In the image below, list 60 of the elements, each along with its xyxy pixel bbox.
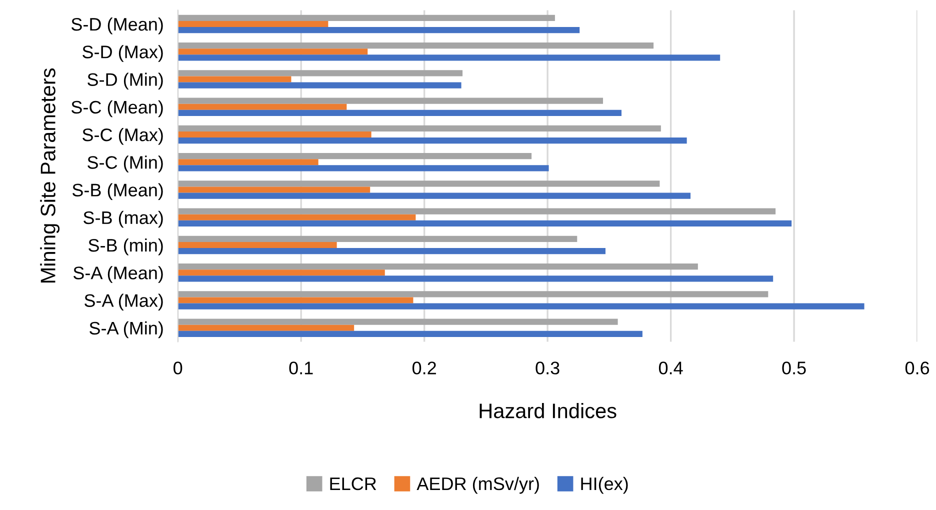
bar xyxy=(178,303,864,310)
bar xyxy=(178,98,604,104)
legend-label: HI(ex) xyxy=(581,476,628,494)
y-axis-title: Mining Site Parameters xyxy=(40,68,60,282)
x-tick-label: 0.6 xyxy=(905,362,930,374)
bar xyxy=(178,264,698,270)
y-tick-label: S-D (Mean) xyxy=(71,17,163,34)
bar xyxy=(178,192,691,199)
bar xyxy=(178,110,622,116)
y-tick-label: S-D (Max) xyxy=(82,45,163,62)
bar xyxy=(178,297,414,304)
bar xyxy=(178,248,606,254)
y-tick-label: S-D (Min) xyxy=(88,72,163,90)
bar xyxy=(178,76,292,82)
bar xyxy=(178,242,337,248)
x-tick-label: 0.5 xyxy=(782,362,806,374)
bar xyxy=(178,14,555,21)
y-tick-label: S-C (Mean) xyxy=(71,100,163,118)
bar xyxy=(178,104,347,110)
bar xyxy=(178,70,463,76)
bar xyxy=(178,291,768,298)
x-tick-label: 0 xyxy=(174,362,182,374)
y-tick-label: S-B (max) xyxy=(84,210,163,228)
bar xyxy=(178,153,532,160)
bar xyxy=(178,220,792,227)
bar xyxy=(178,138,687,144)
bar xyxy=(178,165,549,172)
bar xyxy=(178,82,462,88)
bar xyxy=(178,318,618,325)
bar xyxy=(178,276,774,282)
x-tick-label: 0.1 xyxy=(289,362,313,374)
bar xyxy=(178,131,372,138)
bar xyxy=(178,125,661,132)
y-tick-label: S-B (min) xyxy=(88,238,163,256)
y-tick-label: S-B (Mean) xyxy=(72,183,163,200)
bar xyxy=(178,214,416,220)
x-tick-label: 0.3 xyxy=(536,362,560,374)
y-tick-label: S-A (Mean) xyxy=(73,266,163,283)
bar xyxy=(178,186,370,193)
bar xyxy=(178,20,328,28)
legend-label: ELCR xyxy=(330,477,376,490)
legend-label: AEDR (mSv/yr) xyxy=(416,476,539,494)
bar xyxy=(178,330,642,338)
bar xyxy=(178,159,318,166)
bar xyxy=(178,236,578,242)
bar xyxy=(178,54,720,61)
y-tick-label: S-C (Min) xyxy=(88,156,163,172)
bar xyxy=(178,27,580,34)
bar xyxy=(178,270,385,276)
y-tick-label: S-C (Max) xyxy=(82,128,163,145)
bar xyxy=(178,48,368,55)
y-tick-label: S-A (Min) xyxy=(90,321,163,338)
x-tick-label: 0.2 xyxy=(412,362,436,374)
bar xyxy=(178,324,354,331)
bar xyxy=(178,208,776,214)
bar xyxy=(178,180,660,187)
bar xyxy=(178,42,654,49)
y-tick-label: S-A (Max) xyxy=(84,294,163,311)
x-tick-label: 0.4 xyxy=(658,362,683,374)
x-axis-title: Hazard Indices xyxy=(480,402,616,418)
